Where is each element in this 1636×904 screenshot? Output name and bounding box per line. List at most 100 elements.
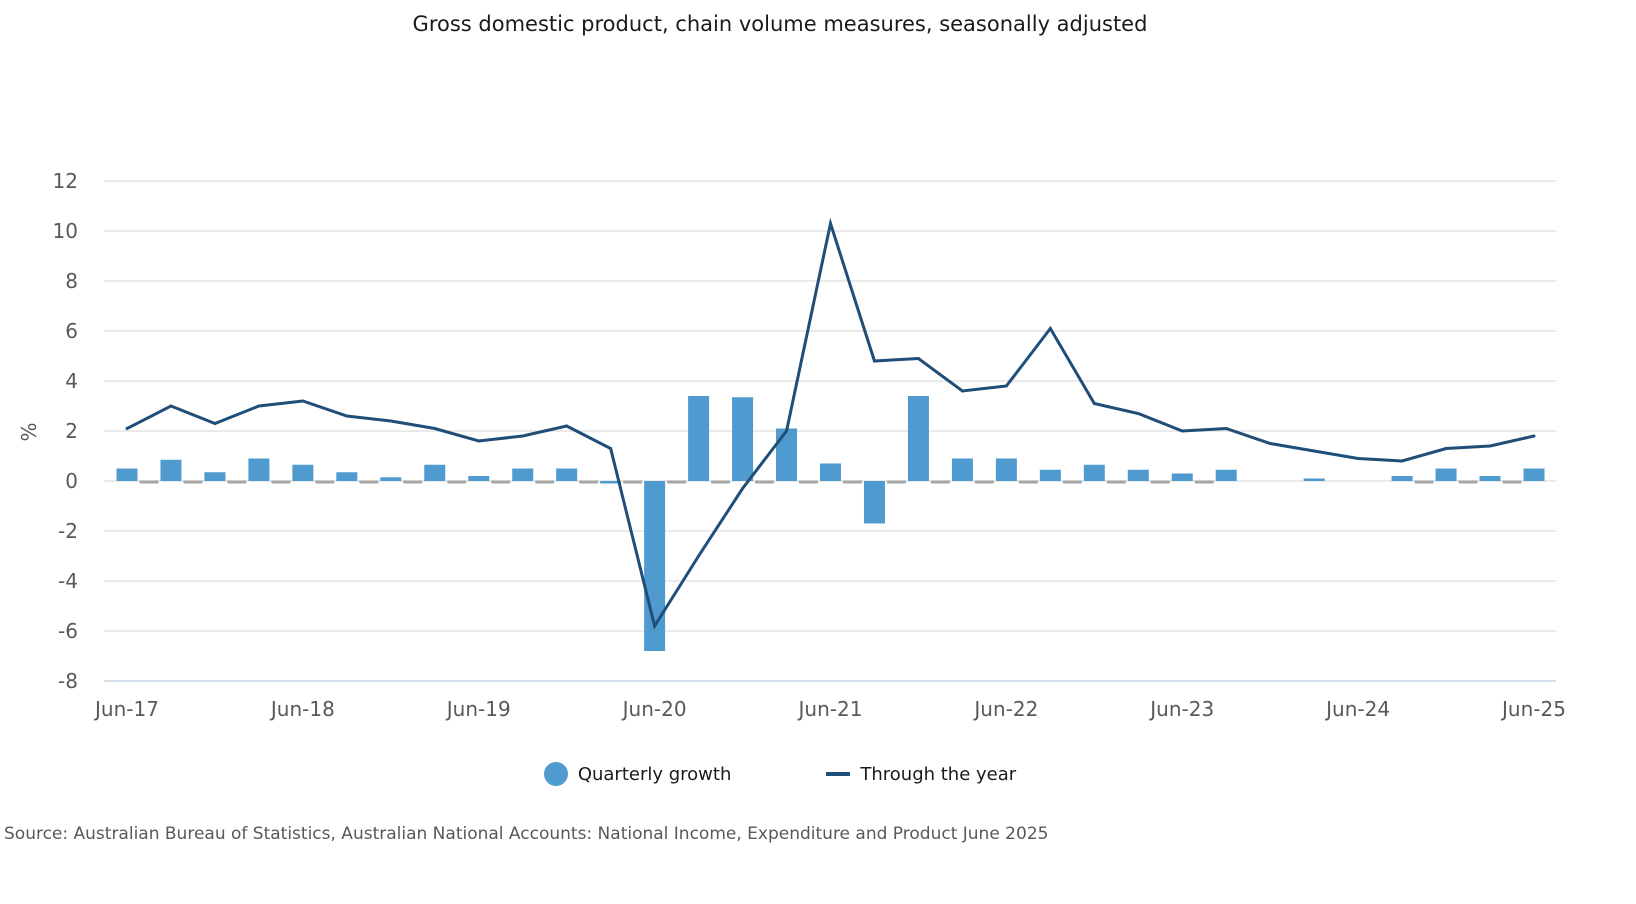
y-tick-label: -2: [58, 519, 78, 543]
y-tick-label: 2: [65, 419, 78, 443]
x-tick-label: Jun-24: [1324, 697, 1390, 721]
bar-Jun-21: [820, 463, 841, 481]
line-point-Sep-20: [697, 554, 701, 558]
legend-label: Quarterly growth: [577, 763, 732, 785]
bar-Jun-19: [468, 476, 490, 481]
line-point-Mar-21: [785, 429, 789, 433]
bar-Sep-21: [863, 481, 885, 524]
line-point-Mar-24: [1312, 449, 1316, 453]
line-point-Sep-19: [521, 434, 525, 438]
legend-item-quarterly-growth[interactable]: Quarterly growth: [543, 762, 732, 786]
legend-line-icon: [826, 772, 851, 776]
x-tick-label: Jun-18: [269, 697, 335, 721]
bar-Dec-21: [907, 396, 929, 481]
line-point-Jun-19: [477, 439, 481, 443]
line-point-Mar-22: [960, 389, 964, 393]
line-point-Sep-24: [1400, 459, 1404, 463]
y-tick-label: 4: [65, 369, 78, 393]
bar-Jun-17: [116, 468, 138, 481]
bar-Sep-19: [512, 468, 534, 481]
x-tick-label: Jun-22: [972, 697, 1038, 721]
line-point-Jun-18: [301, 399, 305, 403]
line-through-the-year: [125, 217, 1536, 630]
y-tick-label: 10: [53, 219, 78, 243]
bar-Dec-19: [556, 468, 578, 481]
line-point-Mar-20: [609, 447, 613, 450]
bar-Sep-24: [1391, 476, 1413, 481]
bar-Dec-20: [732, 397, 754, 481]
bar-Dec-24: [1435, 468, 1457, 481]
y-tick-label: 12: [53, 169, 78, 193]
legend-item-through-the-year[interactable]: Through the year: [826, 762, 1016, 786]
x-tick-labels: Jun-17 Jun-18 Jun-19 Jun-20 Jun-21 Jun-22 Jun-…: [93, 697, 1566, 721]
line-point-Mar-18: [257, 404, 261, 408]
legend: Quarterly growth Through the year: [0, 762, 1560, 786]
bar-Sep-23: [1215, 469, 1237, 481]
bar-Mar-18: [248, 458, 270, 481]
y-tick-label: 8: [65, 269, 78, 293]
bar-Mar-19: [424, 464, 446, 481]
chart-title: Gross domestic product, chain volume mea…: [412, 12, 1148, 36]
bars-quarterly-growth: [116, 396, 1545, 651]
line-point-Jun-17: [125, 427, 129, 430]
bar-Sep-20: [688, 396, 710, 481]
line-point-Jun-21: [829, 222, 832, 225]
y-axis-label: %: [17, 422, 41, 441]
line-point-Jun-25: [1532, 434, 1536, 438]
line-point-Jun-22: [1004, 384, 1008, 388]
line-point-Dec-22: [1092, 402, 1096, 405]
bar-Sep-18: [336, 472, 358, 481]
y-tick-labels: 12 10 8 6 4 2 0 -2 -4 -6 -8: [53, 169, 78, 693]
bar-Dec-17: [204, 472, 226, 481]
legend-dot-icon: [543, 762, 568, 786]
bar-Dec-22: [1083, 464, 1105, 481]
line-point-Sep-21: [872, 359, 876, 363]
line-point-Jun-20: [653, 624, 657, 628]
line-point-Sep-18: [345, 414, 349, 418]
bar-Sep-22: [1039, 469, 1061, 481]
bar-Mar-25: [1479, 476, 1501, 481]
bar-Jun-25: [1523, 468, 1545, 481]
bar-Jun-18: [292, 464, 314, 481]
bar-Dec-18: [380, 477, 402, 481]
line-point-Mar-25: [1488, 444, 1492, 448]
bar-Mar-24: [1303, 478, 1325, 481]
bar-Jun-23: [1171, 473, 1193, 481]
line-point-Mar-23: [1136, 412, 1140, 415]
x-tick-label: Jun-20: [621, 697, 687, 721]
x-tick-label: Jun-23: [1148, 697, 1214, 721]
x-tick-label: Jun-17: [93, 697, 159, 721]
source-note: Source: Australian Bureau of Statistics,…: [4, 824, 1049, 844]
line-point-Dec-20: [741, 487, 745, 490]
x-tick-label: Jun-21: [797, 697, 863, 721]
line-point-Dec-19: [565, 424, 569, 428]
bar-Mar-20: [600, 481, 622, 484]
line-point-Dec-21: [916, 357, 920, 360]
bar-Jun-22: [995, 458, 1017, 481]
line-point-Dec-17: [213, 422, 217, 425]
bar-Mar-22: [951, 458, 973, 481]
legend-label: Through the year: [860, 763, 1017, 785]
grid-lines: [104, 180, 1556, 682]
line-point-Jun-23: [1180, 429, 1184, 433]
y-tick-label: 6: [65, 319, 78, 343]
bar-Mar-21: [776, 428, 798, 481]
y-tick-label: 0: [65, 469, 78, 493]
through-the-year-line: [126, 217, 1535, 630]
line-point-Mar-19: [433, 427, 437, 430]
line-point-Dec-18: [389, 419, 393, 423]
line-point-Sep-22: [1048, 327, 1052, 330]
y-tick-label: -4: [58, 569, 78, 593]
y-tick-label: -6: [58, 619, 78, 643]
line-point-Sep-23: [1224, 427, 1228, 430]
line-point-Dec-24: [1444, 447, 1448, 450]
y-tick-label: -8: [58, 669, 78, 693]
x-tick-label: Jun-19: [445, 697, 511, 721]
bar-Mar-23: [1127, 469, 1149, 481]
line-point-Jun-24: [1356, 457, 1360, 460]
line-point-Sep-17: [169, 404, 173, 408]
line-point-Dec-23: [1268, 442, 1272, 445]
bar-Sep-17: [160, 459, 182, 481]
x-tick-label: Jun-25: [1500, 697, 1566, 721]
